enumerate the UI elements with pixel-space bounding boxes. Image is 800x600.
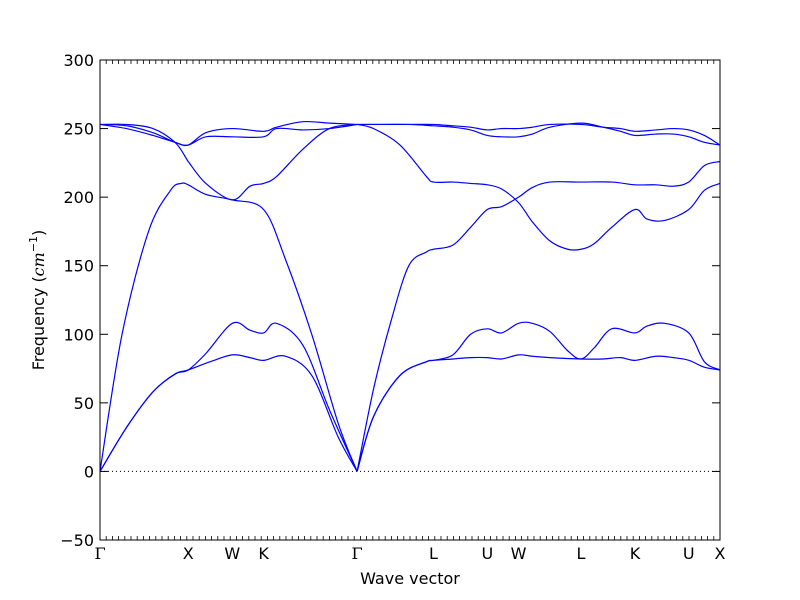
phonon-branch-6: [99, 120, 358, 147]
x-axis-title: Wave vector: [360, 569, 460, 588]
y-tick-label: 150: [63, 257, 94, 276]
x-tick-label-W: W: [511, 544, 527, 563]
phonon-branch-11: [357, 123, 721, 146]
phonon-branch-1: [99, 354, 358, 472]
y-tick-label: 0: [84, 462, 94, 481]
phonon-branch-3: [99, 182, 358, 472]
y-tick-label: 100: [63, 325, 94, 344]
x-tick-label-U: U: [481, 544, 493, 563]
plot-frame: [99, 59, 721, 541]
phonon-branch-10: [356, 123, 721, 251]
phonon-branch-8: [356, 321, 721, 472]
y-tick-label: −50: [60, 531, 94, 550]
x-tick-label-K: K: [630, 544, 641, 563]
x-tick-label-Γ: Γ: [352, 544, 363, 563]
y-tick-label: 250: [63, 120, 94, 139]
phonon-branch-5: [99, 123, 358, 146]
phonon-branch-12: [357, 122, 721, 146]
x-tick-label-Γ: Γ: [94, 544, 105, 563]
y-tick-label: 200: [63, 188, 94, 207]
y-tick-label: 50: [74, 394, 94, 413]
y-tick-label: 300: [63, 51, 94, 70]
x-tick-label-W: W: [224, 544, 240, 563]
x-tick-label-K: K: [258, 544, 269, 563]
x-tick-label-X: X: [183, 544, 194, 563]
x-tick-label-L: L: [576, 544, 585, 563]
phonon-branch-2: [99, 321, 358, 472]
x-tick-label-X: X: [715, 544, 726, 563]
phonon-branch-7: [356, 354, 721, 472]
phonon-branch-4: [99, 123, 358, 201]
phonon-branch-9: [356, 160, 721, 472]
x-tick-label-L: L: [429, 544, 438, 563]
x-tick-label-U: U: [683, 544, 695, 563]
y-axis-title: Frequency (cm−1): [27, 230, 48, 371]
